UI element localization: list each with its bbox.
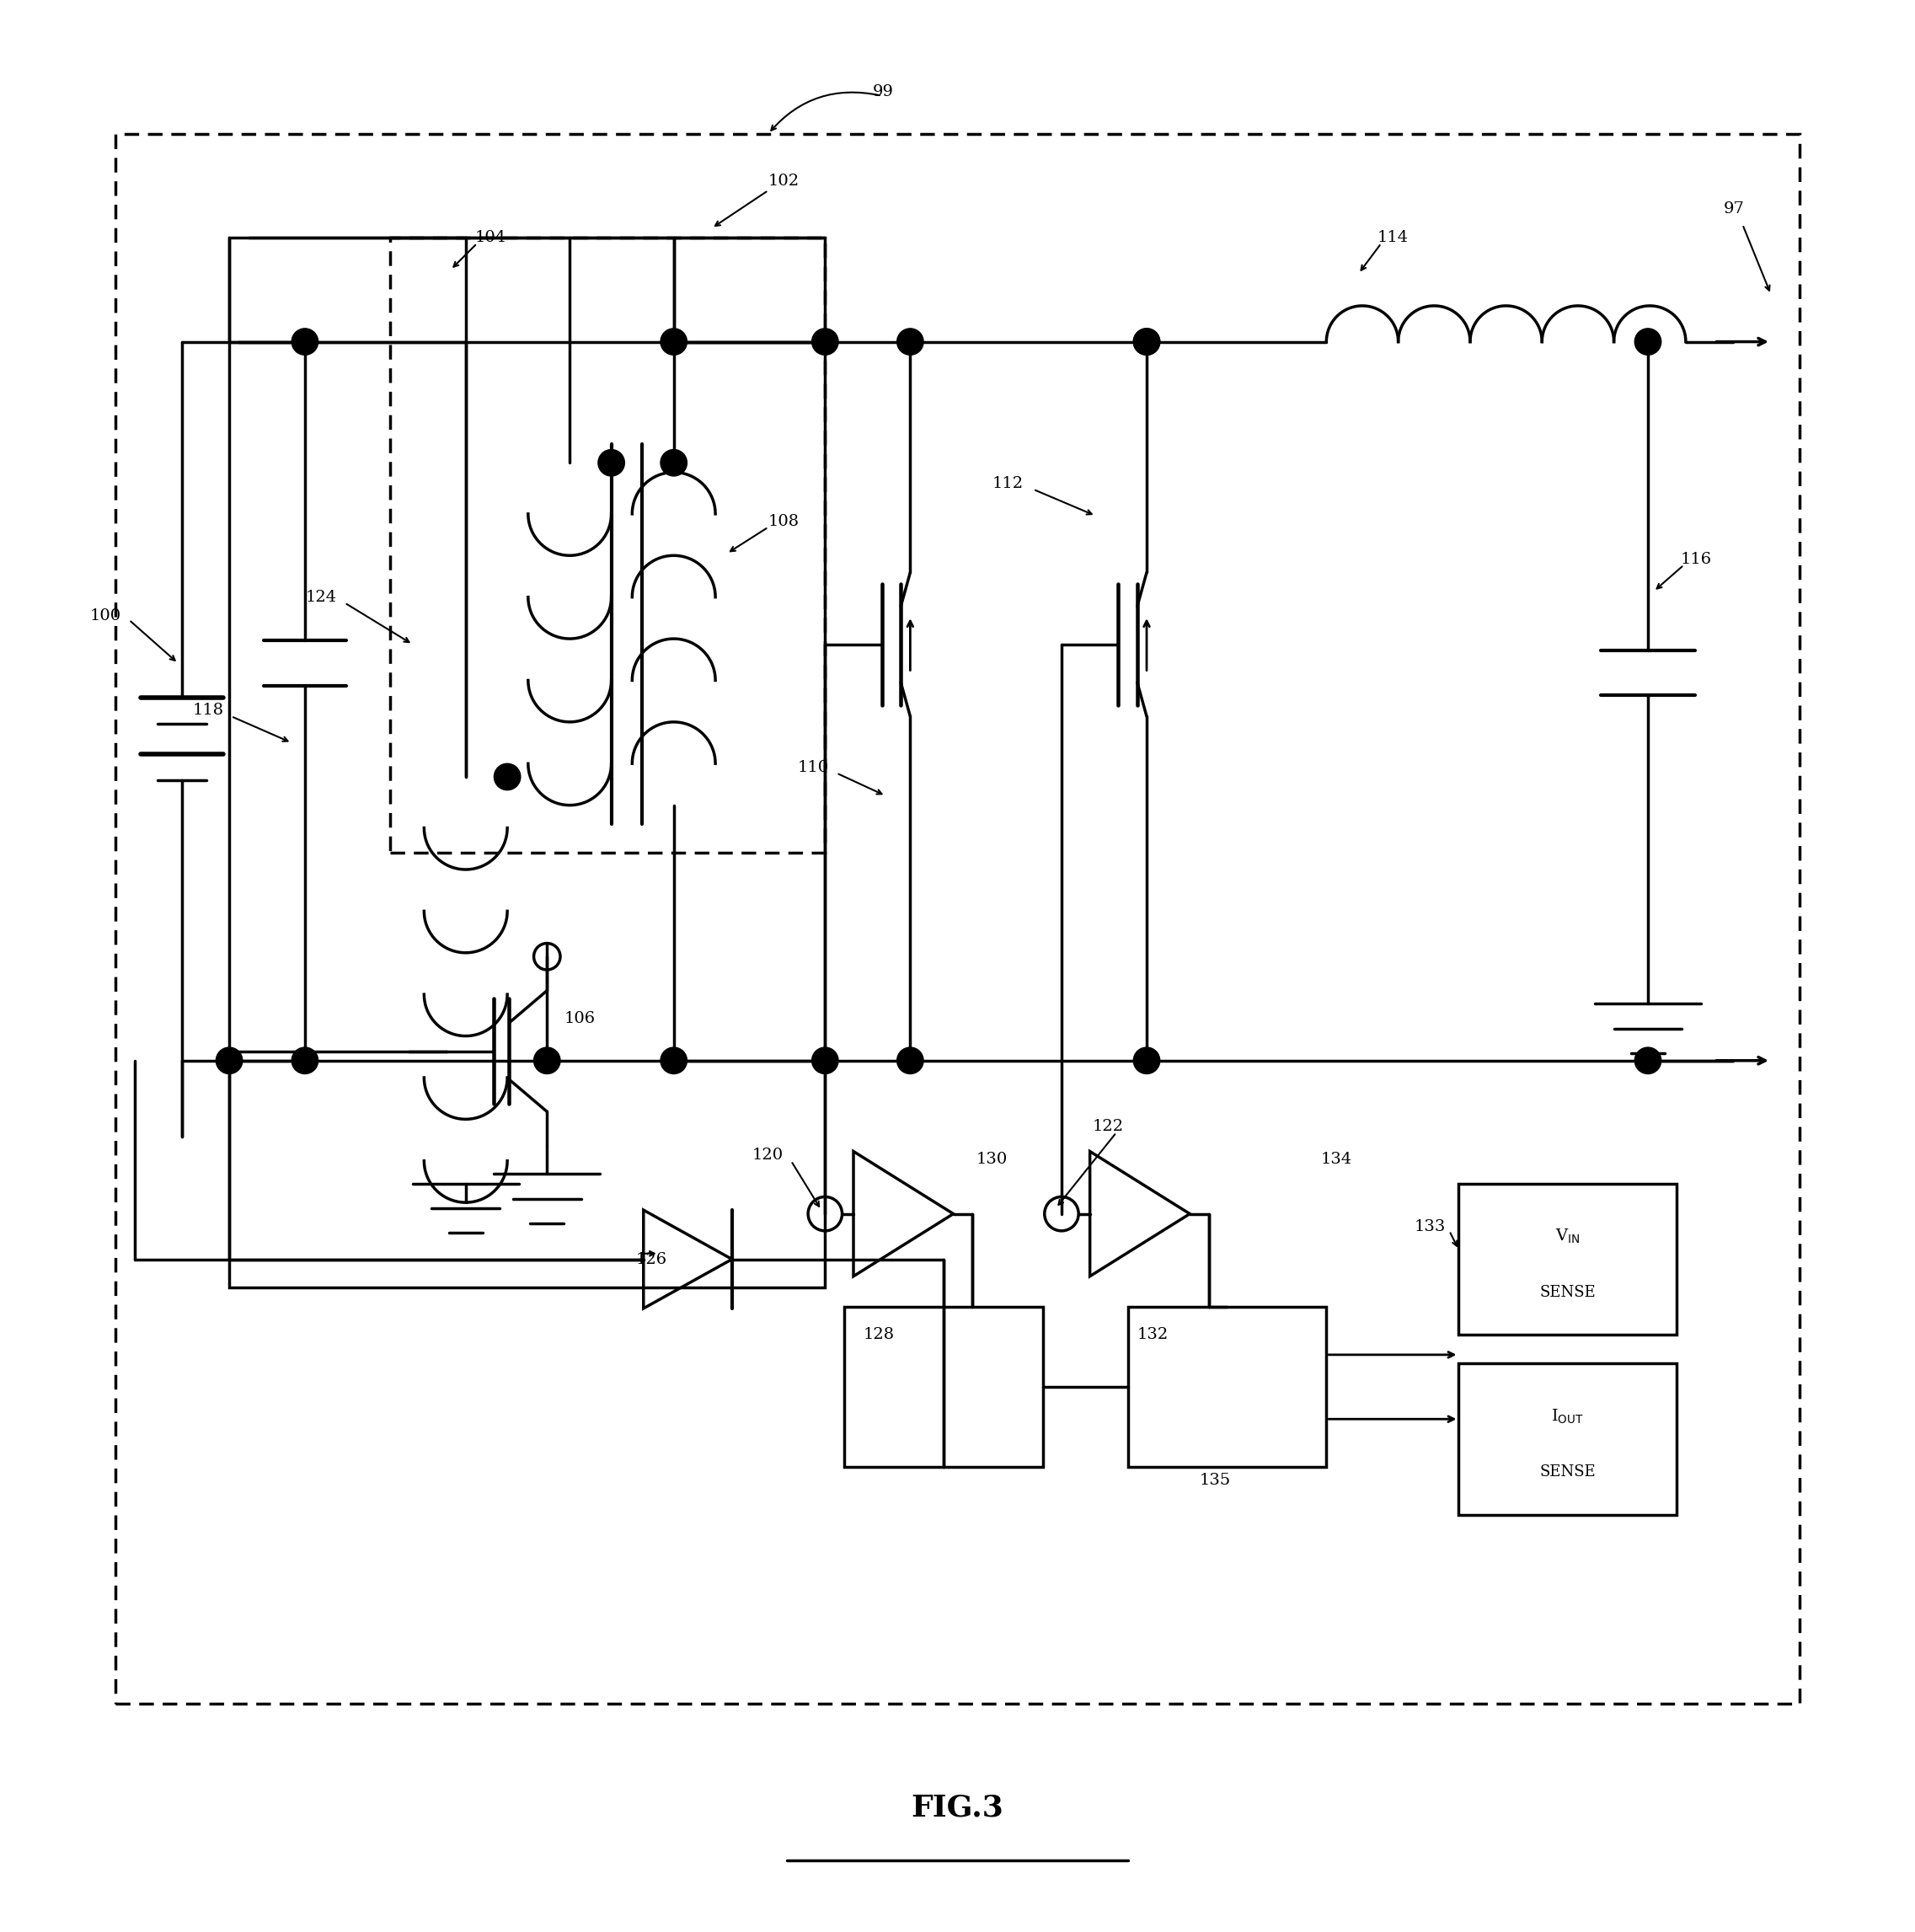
Text: 128: 128	[864, 1327, 894, 1343]
Text: 126: 126	[636, 1252, 666, 1267]
Text: SENSE: SENSE	[1540, 1464, 1595, 1480]
Circle shape	[661, 450, 687, 475]
Circle shape	[1134, 328, 1160, 355]
Circle shape	[812, 328, 839, 355]
Circle shape	[661, 328, 687, 355]
Circle shape	[534, 1047, 561, 1074]
Circle shape	[896, 1047, 923, 1074]
Text: 116: 116	[1679, 553, 1712, 566]
Text: 130: 130	[977, 1151, 1007, 1167]
Text: 100: 100	[90, 609, 121, 624]
Text: 124: 124	[306, 589, 337, 605]
Circle shape	[896, 328, 923, 355]
Text: 122: 122	[1093, 1119, 1124, 1134]
Text: 134: 134	[1321, 1151, 1352, 1167]
Circle shape	[216, 1047, 243, 1074]
Circle shape	[291, 328, 318, 355]
Circle shape	[494, 763, 521, 790]
Circle shape	[1134, 1047, 1160, 1074]
Circle shape	[1635, 328, 1660, 355]
Text: 97: 97	[1724, 201, 1745, 216]
Text: 132: 132	[1138, 1327, 1168, 1343]
Circle shape	[1635, 1047, 1660, 1074]
Circle shape	[1134, 328, 1160, 355]
Circle shape	[597, 450, 624, 475]
Text: 112: 112	[992, 475, 1025, 491]
Text: 106: 106	[565, 1010, 596, 1026]
Text: 108: 108	[768, 514, 800, 529]
Text: V$_{\rm IN}$: V$_{\rm IN}$	[1555, 1227, 1580, 1246]
Text: 99: 99	[873, 85, 894, 100]
Text: 104: 104	[475, 230, 506, 245]
Text: 120: 120	[753, 1148, 783, 1163]
Text: FIG.3: FIG.3	[912, 1793, 1003, 1822]
Circle shape	[291, 1047, 318, 1074]
Text: 118: 118	[192, 703, 224, 719]
Circle shape	[661, 1047, 687, 1074]
Text: 135: 135	[1199, 1472, 1231, 1488]
Text: 110: 110	[797, 759, 829, 775]
Text: 133: 133	[1413, 1219, 1446, 1235]
Text: 102: 102	[768, 174, 800, 189]
Text: 114: 114	[1377, 230, 1409, 245]
Text: I$_{\rm OUT}$: I$_{\rm OUT}$	[1551, 1406, 1584, 1426]
Text: SENSE: SENSE	[1540, 1285, 1595, 1300]
Circle shape	[812, 1047, 839, 1074]
